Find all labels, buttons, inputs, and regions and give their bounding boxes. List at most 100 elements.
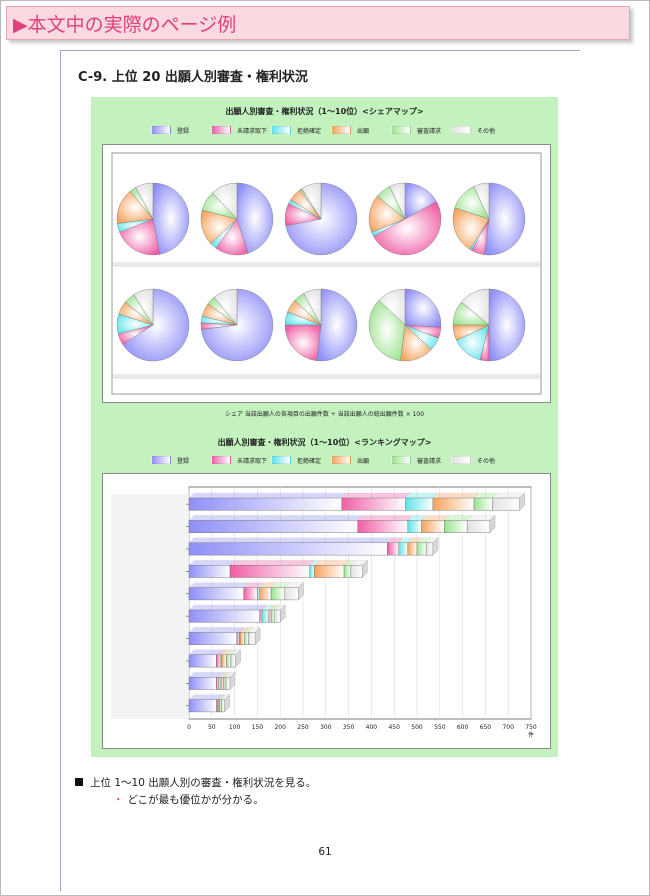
bar-segment-top <box>432 492 480 499</box>
page-number: 61 <box>318 846 332 858</box>
bar-segment <box>188 520 358 533</box>
bullet-sub-text: どこが最も優位かが分かる。 <box>127 794 264 806</box>
pie-row-shadow <box>113 374 540 379</box>
bullet-main-text: 上位 1～10 出願人別の審査・権利状況を見る。 <box>90 777 317 789</box>
x-tick-label: 700 <box>502 724 514 731</box>
bar-segment <box>216 676 219 690</box>
bar-segment <box>188 542 388 556</box>
bar-segment <box>350 564 363 578</box>
legend-swatch <box>151 456 171 464</box>
legend-swatch <box>391 456 411 464</box>
pie-slice <box>389 182 406 220</box>
pie-slice <box>152 182 190 255</box>
bar-segment <box>188 676 217 690</box>
bar-segment <box>398 542 409 556</box>
pie-slice <box>122 288 190 362</box>
square-bullet-icon <box>75 778 83 786</box>
banner-title: ▶本文中の実際のページ例 <box>13 14 237 36</box>
bar-segment-top <box>188 694 222 700</box>
bar-segment <box>343 564 352 578</box>
bar-end-face <box>362 559 368 578</box>
legend-swatch <box>451 126 471 134</box>
pie <box>116 288 190 362</box>
legend-swatch <box>211 126 231 134</box>
bar-segment <box>405 497 434 511</box>
legend-item: 登録 <box>151 455 189 465</box>
legend-item: その他 <box>451 455 495 465</box>
x-tick-label: 750 <box>525 724 537 731</box>
pie-slice <box>303 288 322 326</box>
x-tick-label: 600 <box>457 724 469 731</box>
x-axis-label: 件 <box>528 731 534 739</box>
legend-label: 出願 <box>357 457 370 465</box>
bar-segment <box>259 587 272 601</box>
pie <box>452 182 526 256</box>
legend-item: その他 <box>451 125 495 135</box>
bar-segment <box>387 542 399 556</box>
legend-label: 拒絶確定 <box>297 457 322 465</box>
bar-end-face <box>224 694 230 713</box>
pie <box>368 182 442 256</box>
bar-segment <box>188 497 342 511</box>
bar-segment <box>421 520 445 533</box>
pie-row-shadow <box>113 262 540 267</box>
bar-chart-title: 出願人別審査・権利状況（1～10位）<ランキングマップ> <box>217 438 432 447</box>
x-tick-label: 450 <box>388 724 400 731</box>
legend-label: その他 <box>477 457 496 465</box>
bar-segment <box>261 609 270 623</box>
x-tick-label: 250 <box>297 724 309 731</box>
bar-segment <box>230 654 236 668</box>
pie-chart-title: 出願人別審査・権利状況（1～10位）<シェアマップ> <box>225 107 424 116</box>
bar-segment-top <box>188 649 222 655</box>
pie-slice <box>212 182 238 220</box>
bar-segment <box>473 497 493 511</box>
pie-slice <box>368 300 406 361</box>
legend-item: 未請求取下 <box>211 455 267 465</box>
bar-segment <box>239 632 245 645</box>
bar-segment <box>309 564 315 578</box>
bullet-sub: ・どこが最も優位かが分かる。 <box>113 792 264 807</box>
bar-segment-top <box>188 537 393 543</box>
legend-item: 拒絶確定 <box>271 455 321 465</box>
bar-segment <box>236 632 240 645</box>
pie <box>284 182 358 256</box>
legend-item: 登録 <box>151 125 189 135</box>
bar-segment-top <box>357 515 414 521</box>
pie <box>116 182 190 256</box>
bar-segment <box>244 632 249 645</box>
pie <box>200 288 274 362</box>
bar-segment <box>444 520 468 533</box>
bar-segment <box>216 654 222 668</box>
x-tick-label: 500 <box>411 724 423 731</box>
x-tick-label: 400 <box>366 724 378 731</box>
legend-swatch <box>451 456 471 464</box>
bar-end-face <box>235 649 241 668</box>
bar-segment <box>357 520 409 533</box>
pie-slice <box>301 182 322 220</box>
legend-swatch <box>331 456 351 464</box>
bullet-dot: ・ <box>113 794 124 806</box>
legend-label: 未請求取下 <box>237 127 268 135</box>
share-formula: シェア 当該出願人の各項目の出願件数 ÷ 当該出願人の総出願件数 × 100 <box>224 411 425 418</box>
bar-segment <box>225 676 231 690</box>
pie-slice <box>460 288 490 326</box>
bar-segment-top <box>341 492 411 499</box>
pie-slice <box>473 182 490 220</box>
pie-chart-frame <box>102 144 551 403</box>
bar-segment <box>221 654 227 668</box>
pie-slice <box>236 182 274 254</box>
legend-item: 審査請求 <box>391 125 441 135</box>
bar-segment <box>432 497 475 511</box>
x-tick-label: 0 <box>187 724 191 731</box>
bar-chart: 0 50 100 150 200 250 300 350 400 450 500 550 600 650 7… <box>111 486 537 739</box>
bar-segment <box>188 699 217 713</box>
legend-swatch <box>391 126 411 134</box>
pie-chart <box>111 152 542 395</box>
x-tick-label: 150 <box>252 724 264 731</box>
bar-segment-top <box>491 492 525 499</box>
chart-panel: 出願人別審査・権利状況（1～10位）<シェアマップ> 登録 未請求取下 拒絶確定 出願… <box>91 97 558 757</box>
x-tick-label: 50 <box>208 724 216 731</box>
bar-segment <box>425 542 434 556</box>
bar-end-face <box>519 492 525 511</box>
bar-end-face <box>229 671 236 690</box>
